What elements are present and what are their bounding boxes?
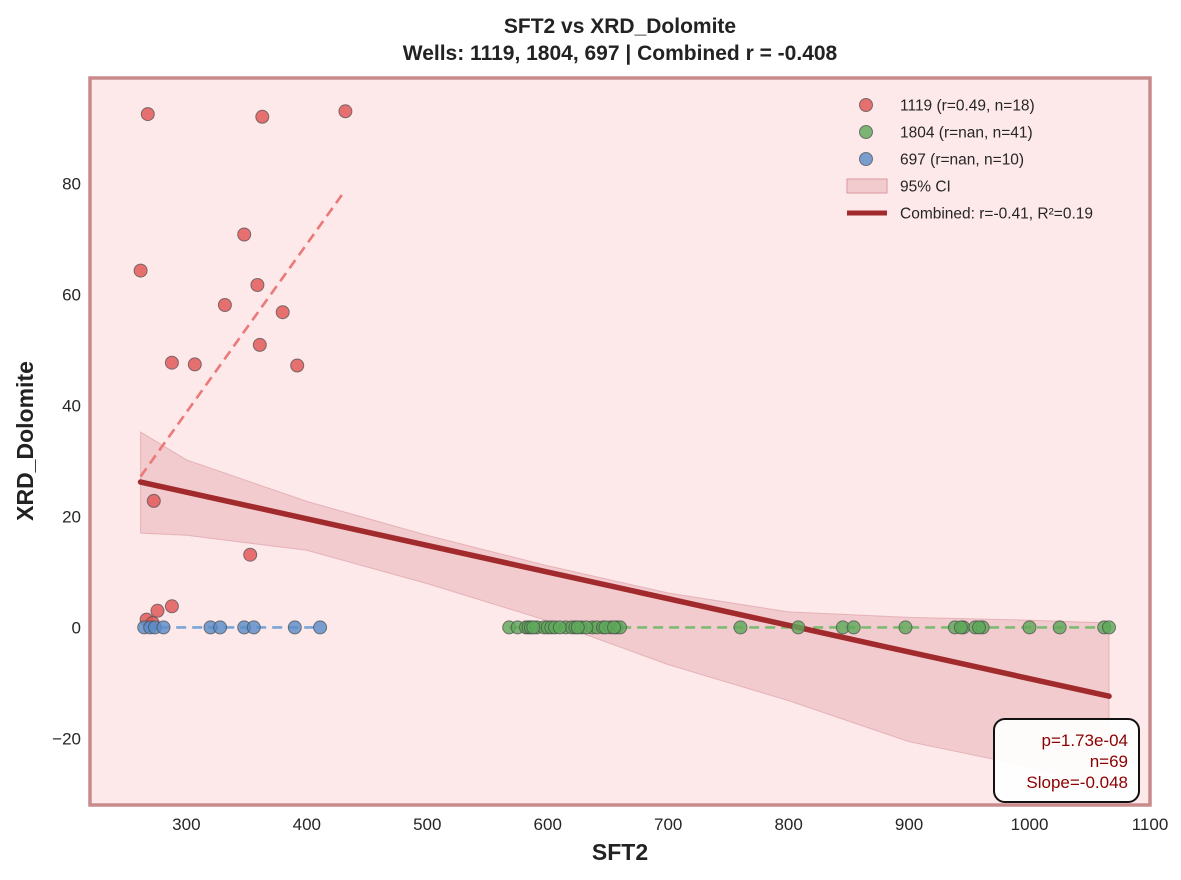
data-point-s0-14: [164, 599, 179, 614]
data-points-layer: [133, 104, 1116, 635]
data-point-s0-15: [150, 603, 165, 618]
data-point-s1-30: [1052, 620, 1067, 635]
data-point-s1-37: [953, 620, 968, 635]
stats-line-1: n=69: [1090, 752, 1128, 771]
legend-marker-ci: [846, 178, 888, 194]
plot-area-border: [88, 76, 1152, 807]
legend-marker-series-2: [859, 152, 873, 166]
x-tick-label: 300: [172, 815, 200, 834]
x-tick-label: 900: [895, 815, 923, 834]
data-point-s1-40: [607, 620, 621, 635]
data-point-s1-29: [1022, 620, 1037, 635]
x-tick-label: 500: [413, 815, 441, 834]
x-tick-label: 400: [293, 815, 321, 834]
data-point-s0-8: [252, 337, 267, 352]
data-point-s2-7: [246, 620, 261, 635]
data-point-s0-7: [275, 305, 290, 320]
data-point-s0-13: [243, 547, 258, 562]
legend-label-series-1: 1804 (r=nan, n=41): [900, 125, 1033, 142]
y-axis-ticks: −20 0 20 40 60 80: [52, 174, 81, 748]
data-point-s2-8: [287, 620, 302, 635]
combined-fit-line: [137, 479, 1112, 699]
data-point-s0-12: [146, 493, 161, 508]
data-point-s0-6: [217, 298, 232, 312]
legend-label-combined: Combined: r=-0.41, R²=0.19: [900, 206, 1093, 223]
legend-label-series-2: 697 (r=nan, n=10): [900, 152, 1024, 169]
legend-marker-series-0: [859, 98, 873, 112]
y-tick-label: 20: [62, 507, 81, 526]
data-point-s0-1: [140, 107, 155, 122]
legend: 1119 (r=0.49, n=18) 1804 (r=nan, n=41) 697…: [846, 98, 1093, 223]
data-point-s2-5: [213, 620, 228, 635]
x-tick-label: 800: [774, 815, 802, 834]
data-point-s0-11: [290, 358, 305, 373]
data-point-s1-21: [791, 620, 806, 635]
data-point-s0-3: [338, 104, 353, 119]
data-point-s0-4: [237, 227, 252, 242]
data-point-s1-38: [972, 620, 986, 635]
chart-subtitle: Wells: 1119, 1804, 697 | Combined r = -0…: [403, 42, 838, 65]
y-tick-label: 40: [62, 396, 81, 415]
data-point-s0-9: [164, 355, 179, 370]
x-axis-label: SFT2: [592, 839, 648, 865]
data-point-s1-34: [552, 620, 567, 635]
data-point-s1-32: [1102, 620, 1116, 635]
stats-box: p=1.73e-04 n=69 Slope=-0.048: [993, 718, 1140, 803]
y-tick-label: −20: [52, 729, 81, 748]
data-point-s0-5: [250, 278, 265, 292]
stats-box-frame: [993, 718, 1140, 803]
legend-label-ci: 95% CI: [900, 179, 951, 196]
x-tick-label: 700: [654, 815, 682, 834]
data-point-s1-20: [733, 620, 748, 635]
data-point-s2-3: [156, 620, 171, 635]
data-point-s1-23: [846, 620, 861, 635]
y-axis-label: XRD_Dolomite: [12, 361, 38, 521]
data-point-s1-33: [526, 620, 541, 635]
combined-fit-layer: [137, 479, 1112, 699]
chart-title: SFT2 vs XRD_Dolomite: [504, 15, 736, 38]
x-tick-label: 1100: [1132, 815, 1169, 834]
x-tick-label: 600: [534, 815, 562, 834]
data-point-s1-39: [570, 620, 585, 635]
legend-label-series-0: 1119 (r=0.49, n=18): [900, 98, 1035, 115]
data-point-s0-0: [133, 263, 148, 278]
stats-line-0: p=1.73e-04: [1042, 731, 1129, 750]
x-tick-label: 1000: [1011, 815, 1049, 834]
y-tick-label: 80: [62, 174, 81, 193]
stats-line-2: Slope=-0.048: [1026, 773, 1128, 792]
legend-marker-series-1: [859, 125, 873, 139]
y-tick-label: 60: [62, 285, 81, 304]
data-point-s0-2: [255, 109, 270, 124]
trend-line-0: [139, 189, 347, 478]
data-point-s2-9: [313, 620, 328, 635]
y-tick-label: 0: [72, 618, 81, 637]
data-point-s0-10: [187, 357, 202, 372]
data-point-s1-24: [898, 620, 913, 635]
x-axis-ticks: 300 400 500 600 700 800 900 1000 1100: [172, 815, 1168, 834]
